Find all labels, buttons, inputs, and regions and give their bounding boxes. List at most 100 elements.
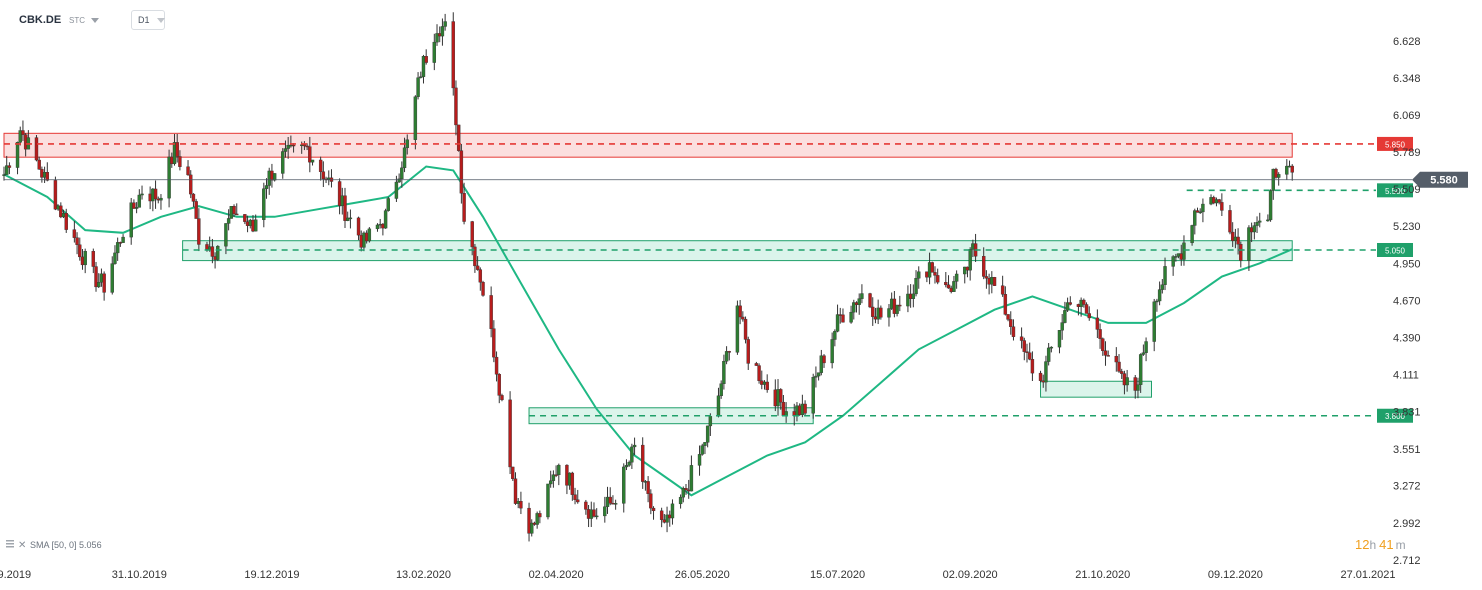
candle	[757, 363, 761, 384]
candle	[1082, 298, 1086, 308]
candle-body	[216, 245, 220, 260]
candle	[1101, 337, 1105, 356]
candle	[1038, 370, 1043, 383]
candle	[1274, 167, 1278, 179]
candle-body	[879, 307, 883, 318]
candle-body	[1144, 341, 1148, 353]
candle-body	[481, 282, 485, 296]
candle	[432, 33, 437, 71]
candle-body	[413, 96, 418, 140]
candle	[1006, 314, 1010, 322]
candle-body	[659, 510, 664, 520]
candle	[1030, 351, 1035, 382]
candle	[551, 470, 556, 488]
candle	[115, 237, 120, 261]
candle-body	[513, 478, 518, 504]
candle	[386, 196, 391, 212]
candle	[954, 270, 959, 289]
x-tick-label: 02.04.2020	[529, 569, 584, 581]
candle-body	[153, 188, 158, 200]
candle-body	[459, 150, 464, 194]
candle-body	[1120, 371, 1124, 374]
candle	[1003, 286, 1008, 316]
candle-body	[475, 265, 480, 270]
candle	[37, 156, 41, 170]
candle	[963, 266, 967, 284]
candle	[835, 304, 840, 333]
candle-body	[835, 314, 840, 332]
candle-body	[489, 295, 493, 329]
candle-body	[1138, 354, 1143, 385]
current-price-tag	[1412, 171, 1468, 188]
indicator-menu-icon[interactable]	[6, 540, 14, 548]
candle	[400, 161, 404, 188]
candle	[264, 178, 269, 199]
candle	[159, 194, 163, 210]
candle-body	[400, 167, 404, 180]
candle-body	[308, 146, 312, 163]
candle-body	[343, 195, 347, 221]
candle-body	[224, 223, 228, 247]
candle-body	[684, 488, 688, 491]
candle-body	[159, 197, 163, 201]
candle-body	[1274, 168, 1278, 178]
candle	[272, 173, 277, 182]
candle	[852, 299, 856, 320]
candle	[21, 120, 25, 141]
candle-body	[1025, 351, 1029, 353]
candle-body	[121, 236, 125, 243]
candle	[719, 380, 723, 399]
candle-body	[178, 156, 182, 167]
candle	[121, 234, 125, 243]
candle	[1201, 198, 1205, 223]
candle-body	[735, 305, 740, 353]
candle-body	[592, 509, 596, 517]
candle-body	[573, 494, 577, 500]
candle	[435, 24, 439, 46]
hide-indicator-icon[interactable]: ✕	[18, 540, 26, 551]
candle-body	[1000, 285, 1005, 295]
candle-body	[473, 246, 477, 267]
candle-body	[765, 381, 769, 391]
candle	[1057, 330, 1062, 354]
candle-body	[94, 266, 98, 288]
market-selector[interactable]: STC	[69, 16, 99, 25]
candle-body	[1117, 361, 1121, 372]
candle	[226, 209, 231, 231]
candle	[329, 169, 334, 188]
candle	[1239, 241, 1243, 268]
candle-body	[286, 144, 290, 149]
candle	[608, 487, 612, 506]
candle-body	[451, 21, 455, 89]
candle-body	[554, 474, 558, 476]
candle-body	[613, 503, 618, 505]
y-tick-label: 5.789	[1393, 147, 1421, 159]
candle	[735, 300, 740, 355]
candle-body	[1006, 314, 1010, 320]
candle	[1060, 313, 1064, 340]
candle-body	[34, 137, 39, 161]
candle-body	[984, 276, 989, 279]
candle-body	[432, 41, 437, 63]
candle-body	[722, 361, 726, 384]
candle-body	[1030, 359, 1035, 374]
timeframe-dropdown[interactable]: D1	[131, 10, 165, 30]
candle-body	[1258, 220, 1262, 223]
candle	[440, 18, 445, 46]
candle-body	[1103, 350, 1108, 356]
candle-body	[822, 355, 826, 364]
candle	[765, 374, 769, 393]
candle	[15, 141, 20, 175]
indicator-legend[interactable]: ✕ SMA [50, 0] 5.056	[6, 540, 102, 551]
candle	[346, 211, 350, 222]
candle-body	[134, 207, 139, 209]
candle-body	[1290, 165, 1294, 173]
candle-body	[346, 217, 350, 221]
candle-body	[394, 181, 399, 199]
x-tick-label: 02.09.2020	[943, 569, 998, 581]
candle-body	[857, 298, 861, 305]
candle-body	[624, 465, 629, 468]
candle-body	[546, 483, 550, 518]
candle-body	[1019, 336, 1024, 341]
